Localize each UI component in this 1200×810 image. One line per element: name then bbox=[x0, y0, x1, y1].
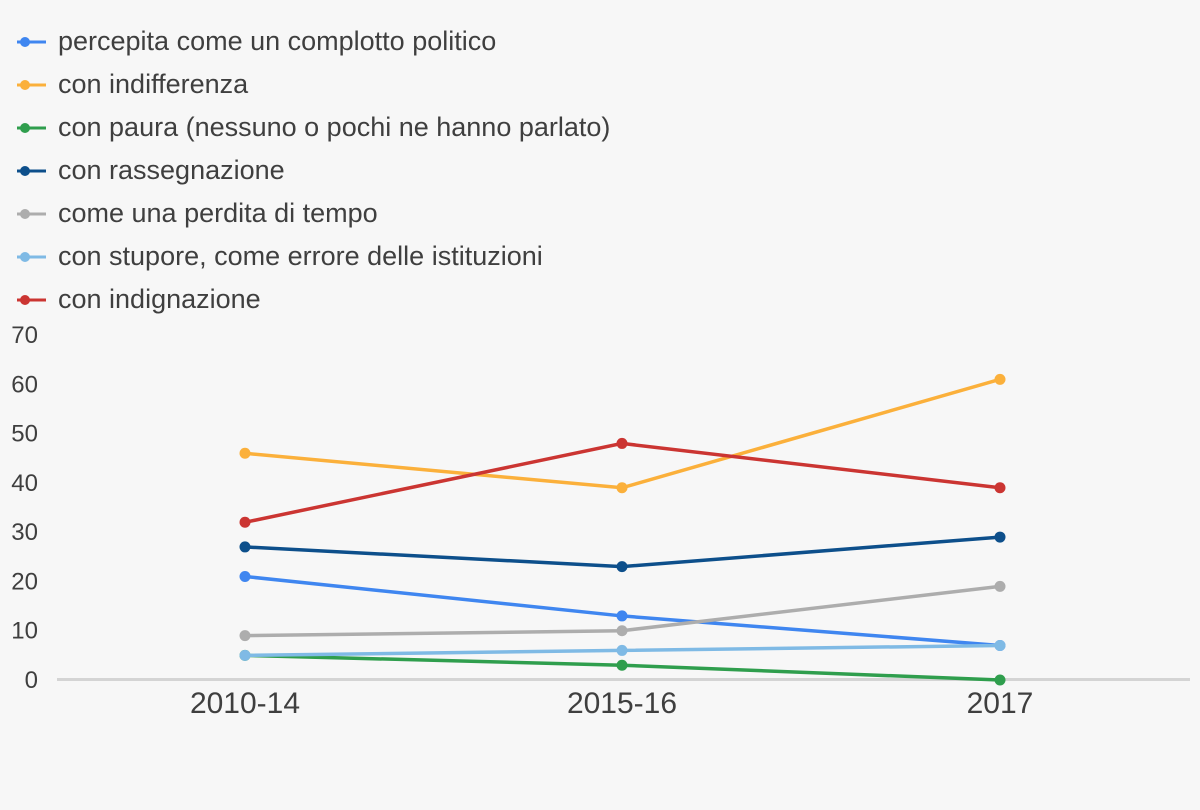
data-point bbox=[616, 561, 628, 573]
legend-label: percepita come un complotto politico bbox=[58, 26, 497, 56]
legend-item-5[interactable]: con stupore, come errore delle istituzio… bbox=[16, 235, 610, 278]
legend-dot-icon bbox=[20, 251, 30, 262]
data-point bbox=[994, 640, 1006, 651]
y-tick-label: 40 bbox=[11, 470, 38, 497]
data-point bbox=[616, 437, 628, 449]
data-point bbox=[994, 373, 1006, 385]
legend-label: con paura (nessuno o pochi ne hanno parl… bbox=[58, 112, 611, 142]
legend-label: con indignazione bbox=[58, 284, 261, 314]
data-point bbox=[239, 630, 251, 642]
x-tick-label: 2015-16 bbox=[567, 687, 677, 720]
legend-item-1[interactable]: con indifferenza bbox=[16, 63, 610, 106]
data-point bbox=[239, 571, 251, 582]
legend-label: con stupore, come errore delle istituzio… bbox=[58, 241, 543, 271]
y-tick-label: 50 bbox=[11, 421, 38, 448]
legend-dot-icon bbox=[20, 165, 30, 176]
legend-label: con rassegnazione bbox=[58, 155, 285, 185]
y-tick-label: 70 bbox=[11, 322, 38, 349]
chart-legend: percepita come un complotto politico con … bbox=[16, 20, 610, 321]
legend-item-2[interactable]: con paura (nessuno o pochi ne hanno parl… bbox=[16, 106, 610, 149]
legend-item-4[interactable]: come una perdita di tempo bbox=[16, 192, 610, 235]
y-tick-label: 60 bbox=[11, 371, 38, 398]
x-tick-label: 2010-14 bbox=[190, 687, 300, 720]
data-point bbox=[994, 580, 1006, 592]
legend-item-0[interactable]: percepita come un complotto politico bbox=[16, 20, 610, 63]
x-tick-label: 2017 bbox=[967, 687, 1034, 720]
data-point bbox=[994, 482, 1006, 494]
legend-series-marker-icon bbox=[17, 251, 46, 262]
data-point bbox=[994, 674, 1006, 686]
legend-item-6[interactable]: con indignazione bbox=[16, 278, 610, 321]
legend-series-marker-icon bbox=[17, 79, 46, 90]
data-point bbox=[616, 659, 628, 671]
data-point bbox=[616, 644, 628, 656]
data-point bbox=[239, 447, 251, 459]
y-tick-label: 10 bbox=[11, 618, 38, 645]
y-tick-label: 30 bbox=[11, 519, 38, 546]
legend-series-marker-icon bbox=[17, 165, 46, 176]
legend-series-marker-icon bbox=[17, 122, 46, 133]
legend-dot-icon bbox=[20, 79, 30, 90]
legend-series-marker-icon bbox=[17, 208, 46, 219]
data-point bbox=[616, 610, 628, 622]
data-point bbox=[239, 649, 251, 661]
series-line-1 bbox=[243, 377, 1002, 490]
legend-dot-icon bbox=[20, 294, 30, 305]
data-point bbox=[239, 541, 251, 553]
y-tick-label: 0 bbox=[25, 667, 38, 694]
legend-series-marker-icon bbox=[17, 36, 46, 47]
legend-label: come una perdita di tempo bbox=[58, 198, 378, 228]
legend-dot-icon bbox=[20, 122, 30, 133]
legend-item-3[interactable]: con rassegnazione bbox=[16, 149, 610, 192]
data-point bbox=[616, 482, 628, 494]
data-point bbox=[616, 625, 628, 637]
legend-series-marker-icon bbox=[17, 294, 46, 305]
legend-dot-icon bbox=[20, 208, 30, 219]
y-tick-label: 20 bbox=[11, 568, 38, 595]
data-point bbox=[239, 516, 251, 528]
legend-dot-icon bbox=[20, 36, 30, 47]
data-point bbox=[994, 531, 1006, 543]
legend-label: con indifferenza bbox=[58, 69, 249, 99]
